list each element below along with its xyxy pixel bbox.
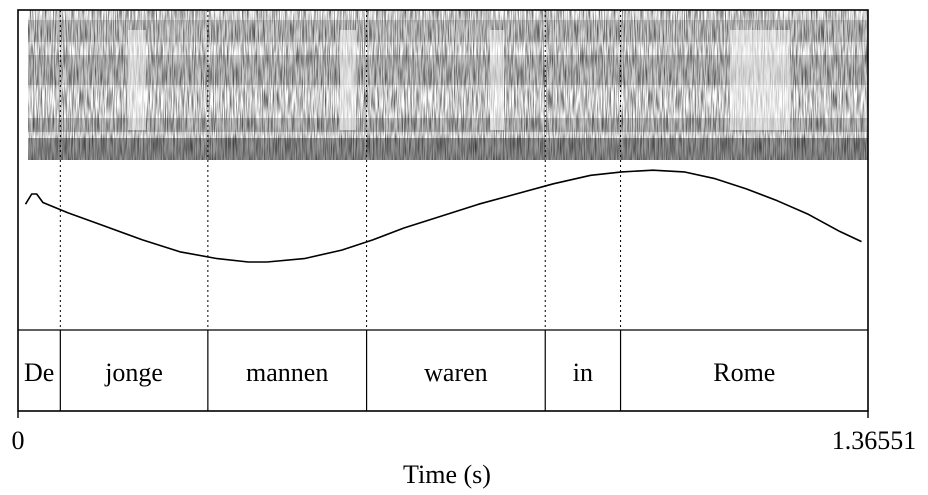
word-label: waren [424,358,488,387]
time-axis: 0 1.36551 Time (s) [12,426,917,489]
word-label: mannen [246,358,328,387]
x-tick-label-end: 1.36551 [832,426,917,455]
word-label: De [24,358,54,387]
spectrogram-gap-0 [128,30,146,130]
spectrogram-gap-2 [490,30,504,130]
word-label: in [573,358,593,387]
spectrogram-band-0 [28,138,868,160]
word-label: Rome [713,358,775,387]
pitch-line [24,169,862,263]
spectrogram-band-3 [28,20,868,42]
spectrogram-gap-3 [730,30,790,130]
spectrogram-panel [28,10,868,160]
x-tick-label-start: 0 [12,426,25,455]
spectrogram-band-1 [28,118,868,132]
spectrogram-band-2 [28,55,868,85]
word-label: jonge [104,358,163,387]
spectrogram-texture [28,10,868,160]
x-axis-label: Time (s) [403,460,491,489]
outer-frame [17,9,869,412]
pitch-contour-panel [24,169,862,263]
plot-frame [17,9,869,418]
spectrogram-gap-1 [340,30,356,130]
